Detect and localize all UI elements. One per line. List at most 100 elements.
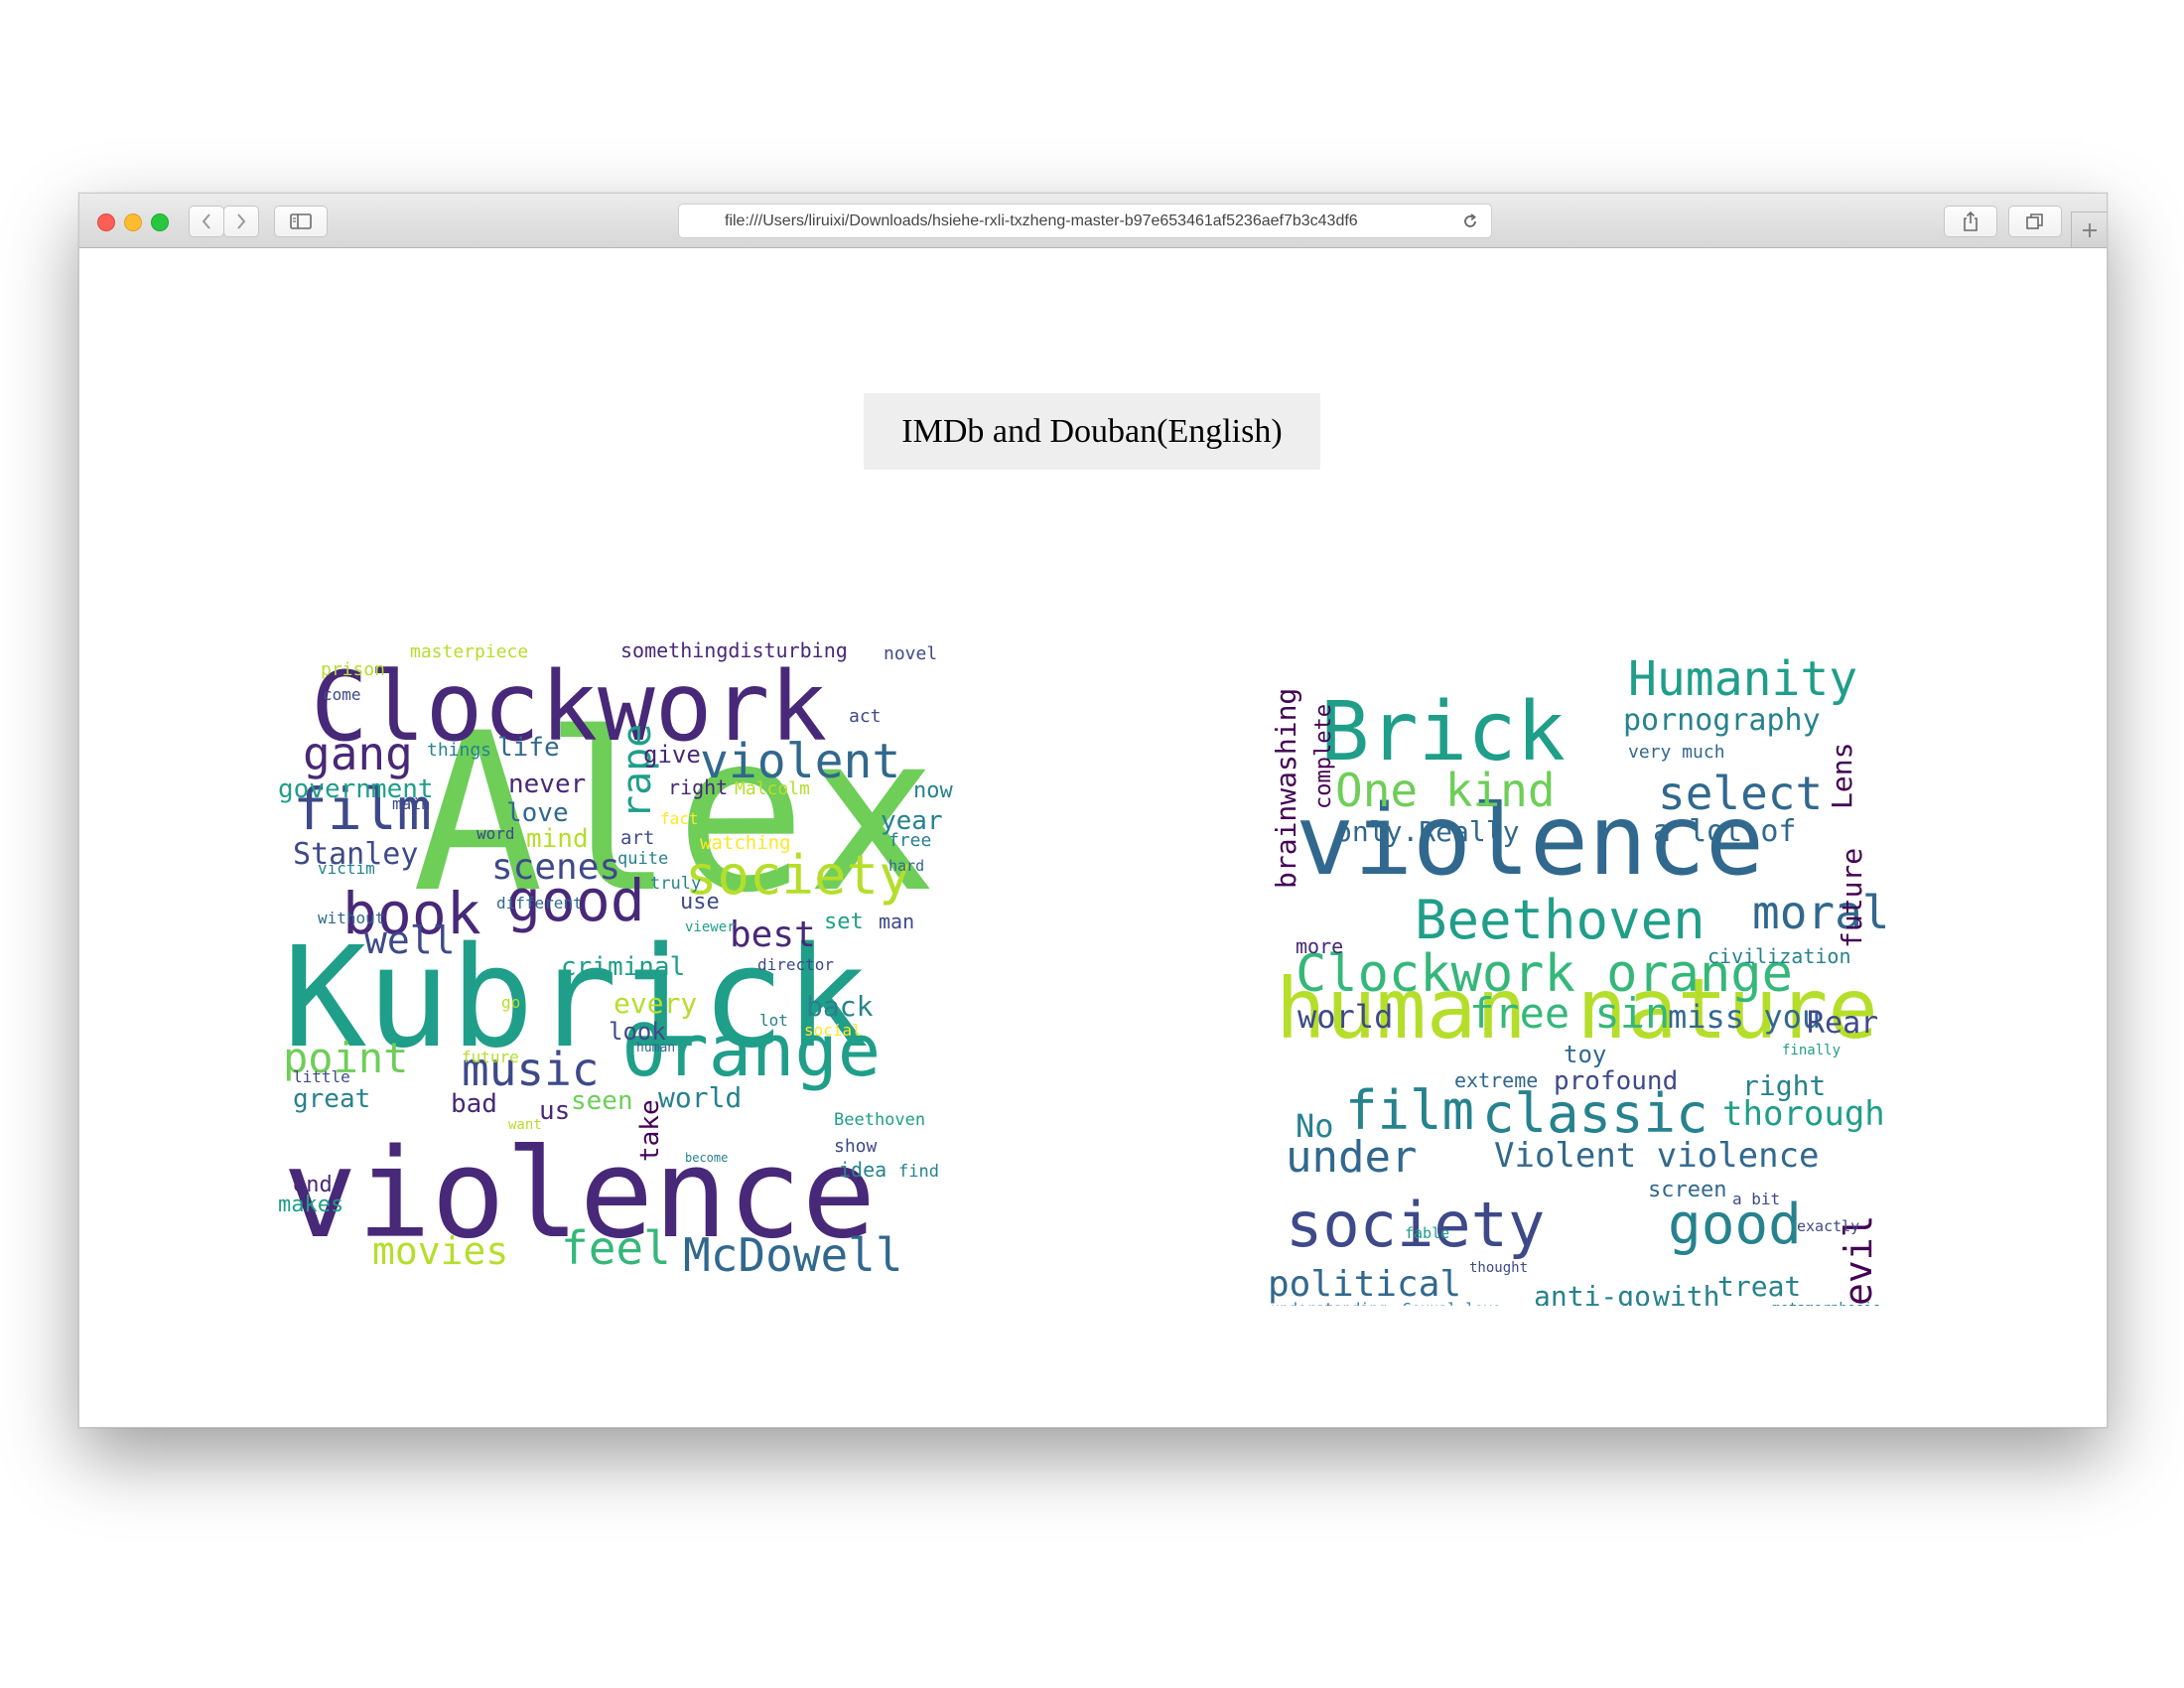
share-icon [1964, 211, 1978, 231]
word-thorough: thorough [1722, 1094, 1885, 1134]
word-give: give [643, 741, 701, 769]
word-free: free [888, 830, 931, 851]
word-things: things [427, 740, 491, 761]
word-violent: violent [700, 734, 900, 789]
word-masterpiece: masterpiece [410, 641, 528, 662]
word-become: become [685, 1151, 728, 1165]
word-evil: evil [1837, 1214, 1880, 1306]
word-finally: finally [1782, 1043, 1841, 1058]
tabs-overview-button[interactable] [2008, 206, 2062, 237]
word-no: No [1296, 1107, 1334, 1145]
zoom-window-button[interactable] [151, 213, 169, 231]
imdb-wordcloud: Alex Kubrick Clockwork violence Orange film bo… [263, 611, 958, 1306]
chevron-right-icon [237, 213, 246, 229]
word-free-sin: free sin [1469, 989, 1670, 1038]
word-clockwork-orange: Clockwork orange [1296, 944, 1793, 1004]
word-social: social [804, 1021, 862, 1040]
word-back: back [806, 990, 874, 1023]
word-world: world [1297, 998, 1393, 1036]
word-makes: makes [278, 1193, 343, 1217]
word-thought: thought [1469, 1260, 1528, 1276]
word-bad: bad [451, 1089, 497, 1119]
word-life: life [497, 733, 560, 763]
close-window-button[interactable] [97, 213, 115, 231]
word-future: future [1836, 848, 1868, 948]
word-only-really: only.Really [1335, 815, 1519, 848]
back-button[interactable] [189, 206, 224, 237]
word-humanity: Humanity [1628, 651, 1857, 707]
word-violence: violence [283, 1123, 876, 1266]
word-beethoven: Beethoven [1415, 889, 1706, 951]
word-movies: movies [372, 1229, 508, 1273]
word-find: find [898, 1162, 939, 1182]
word-man: man [879, 910, 914, 933]
word-future: future [462, 1048, 519, 1066]
word-beethoven: Beethoven [834, 1110, 925, 1130]
word-lens: Lens [1826, 743, 1858, 809]
word-act: act [849, 706, 882, 727]
word-word: word [477, 824, 515, 843]
sidebar-toggle-button[interactable] [274, 206, 328, 237]
word-miss-you: miss you [1668, 998, 1821, 1036]
word-mcdowell: McDowell [683, 1228, 903, 1282]
word-feel: feel [561, 1221, 671, 1275]
word-never: never [508, 770, 586, 799]
word-victim: victim [318, 859, 375, 878]
word-with: with [1653, 1280, 1719, 1306]
word-one-kind: One kind [1335, 764, 1556, 817]
new-tab-button[interactable] [2071, 211, 2107, 247]
word-a-bit: a bit [1732, 1190, 1780, 1208]
word-year: year [881, 806, 943, 836]
minimize-window-button[interactable] [124, 213, 142, 231]
word-society: society [1286, 1189, 1545, 1261]
word-human: human [636, 1041, 675, 1055]
word-under: under [1286, 1132, 1417, 1183]
word-truly: truly [650, 874, 701, 894]
word-without: without [318, 909, 384, 927]
word-right: right [1742, 1069, 1826, 1102]
word-now: now [913, 778, 953, 803]
word-moral: moral [1752, 886, 1889, 939]
browser-window: file:///Users/liruixi/Downloads/hsiehe-r… [78, 193, 2108, 1428]
word-political: political [1268, 1264, 1461, 1305]
forward-button[interactable] [223, 206, 259, 237]
share-button[interactable] [1944, 206, 1997, 237]
word-idea: idea [839, 1158, 887, 1182]
plus-icon [2082, 222, 2097, 237]
word-film: film [293, 775, 432, 843]
word-a-lot-of: a lot of [1653, 814, 1797, 849]
word-go: go [501, 993, 520, 1012]
douban-wordcloud: violence human nature Brick Humanity One kin… [1256, 611, 1951, 1306]
word-film: film [1345, 1079, 1474, 1142]
word-somethingdisturbing: somethingdisturbing [620, 638, 848, 662]
word-criminal: criminal [561, 952, 685, 982]
page-title: IMDb and Douban(English) [901, 412, 1283, 450]
word-hard: hard [888, 857, 924, 875]
word-world: world [658, 1081, 742, 1114]
word-end: end [293, 1173, 333, 1197]
word-good: good [506, 867, 645, 934]
word-lot: lot [759, 1011, 788, 1030]
word-best: best [730, 914, 816, 955]
word-mind: mind [526, 824, 589, 854]
address-bar[interactable]: file:///Users/liruixi/Downloads/hsiehe-r… [678, 204, 1492, 238]
word-quite: quite [617, 849, 668, 869]
word-toy: toy [1564, 1041, 1606, 1068]
word-orange: Orange [622, 1009, 881, 1092]
word-brainwashing: brainwashing [1270, 688, 1302, 889]
reload-icon[interactable] [1461, 212, 1479, 230]
address-fade [1399, 209, 1448, 234]
word-little: little [293, 1067, 350, 1086]
word-use: use [680, 890, 720, 914]
word-great: great [293, 1084, 370, 1114]
word-violence: violence [1296, 784, 1764, 898]
word-show: show [834, 1136, 878, 1157]
word-violent-violence: Violent violence [1494, 1136, 1820, 1176]
word-director: director [757, 955, 834, 974]
douban-wordcloud-svg: violence human nature Brick Humanity One kin… [1268, 651, 1889, 1306]
word-anti-go: anti-go [1534, 1280, 1651, 1306]
word-viewer: viewer [685, 919, 736, 935]
word-stanley: Stanley [293, 837, 418, 872]
word-scenes: scenes [491, 847, 620, 888]
word-classic: classic [1482, 1082, 1708, 1145]
